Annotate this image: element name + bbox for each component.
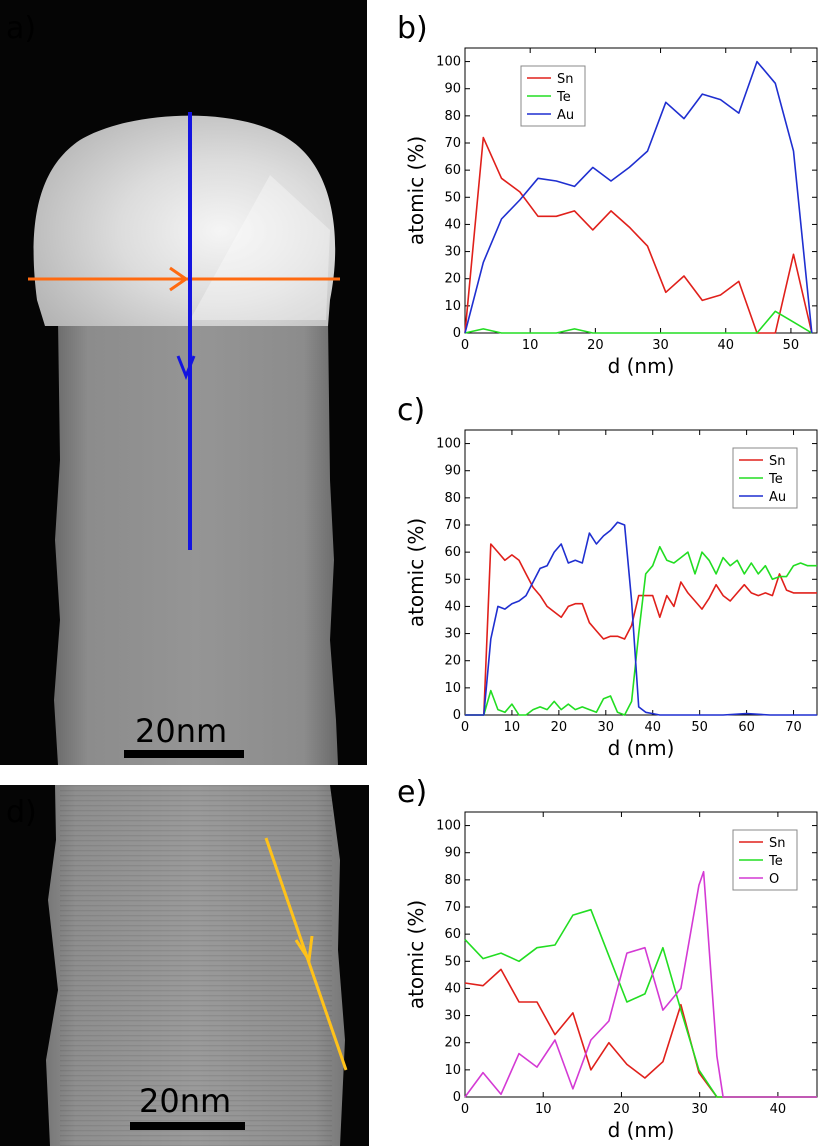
- x-tick-label: 10: [535, 1102, 552, 1117]
- x-tick-label: 60: [738, 720, 755, 735]
- y-tick-label: 10: [444, 299, 461, 314]
- y-tick-label: 0: [453, 326, 461, 341]
- legend-label-au: Au: [769, 490, 786, 505]
- y-tick-label: 0: [453, 1090, 461, 1105]
- scale-bar-label-a: 20nm: [135, 712, 227, 750]
- legend-label-sn: Sn: [769, 836, 786, 851]
- x-tick-label: 10: [504, 720, 521, 735]
- x-tick-label: 40: [644, 720, 661, 735]
- lattice-fringes: [60, 785, 332, 1146]
- panel-label-c: c): [397, 393, 425, 428]
- y-axis-label: atomic (%): [404, 900, 428, 1009]
- y-tick-label: 20: [444, 272, 461, 287]
- y-tick-label: 40: [444, 981, 461, 996]
- chart-e: e) 0 10 20 30 40 50 60 70 80 90 100 0 10 20 30 40 d (nm) a…: [397, 775, 818, 1142]
- y-tick-label: 30: [444, 627, 461, 642]
- y-tick-label: 80: [444, 491, 461, 506]
- x-tick-label: 0: [461, 1102, 469, 1117]
- y-tick-label: 100: [436, 55, 461, 70]
- scan-arrow-orange: [169, 266, 189, 292]
- x-tick-label: 40: [717, 338, 734, 353]
- cap-facet: [190, 175, 330, 320]
- x-tick-label: 70: [785, 720, 802, 735]
- legend-label-te: Te: [768, 854, 783, 869]
- panel-label-e: e): [397, 775, 427, 810]
- y-tick-label: 60: [444, 545, 461, 560]
- y-tick-label: 50: [444, 954, 461, 969]
- series-line-au: [464, 60, 813, 334]
- x-tick-label: 40: [770, 1102, 787, 1117]
- y-tick-label: 60: [444, 163, 461, 178]
- y-axis-label: atomic (%): [404, 136, 428, 245]
- x-tick-label: 0: [461, 720, 469, 735]
- y-tick-label: 20: [444, 654, 461, 669]
- legend-label-te: Te: [556, 90, 571, 105]
- series-line-te: [465, 545, 817, 716]
- scale-bar-d: [130, 1122, 245, 1130]
- panel-label-b: b): [397, 11, 428, 46]
- y-tick-label: 30: [444, 245, 461, 260]
- series-line-sn: [465, 543, 817, 716]
- x-tick-label: 20: [551, 720, 568, 735]
- x-tick-label: 30: [652, 338, 669, 353]
- y-tick-label: 10: [444, 1063, 461, 1078]
- series-line-au: [465, 521, 817, 716]
- legend-label-o: O: [769, 872, 779, 887]
- scale-bar-a: [124, 750, 244, 758]
- chart-b: b) 0 10 20 30 40 50 60 70 80 90 100 0 10 20 30 40 50 d (nm…: [397, 11, 818, 378]
- x-tick-label: 10: [522, 338, 539, 353]
- au-catalyst-cap: [33, 115, 336, 326]
- x-axis-label: d (nm): [608, 1118, 675, 1142]
- x-tick-label: 0: [461, 338, 469, 353]
- y-tick-label: 90: [444, 846, 461, 861]
- y-tick-label: 80: [444, 109, 461, 124]
- series-line-o: [464, 870, 817, 1098]
- y-tick-label: 70: [444, 900, 461, 915]
- y-tick-label: 50: [444, 572, 461, 587]
- y-tick-label: 90: [444, 82, 461, 97]
- panel-label-a: a): [6, 11, 36, 46]
- y-tick-label: 100: [436, 437, 461, 452]
- y-tick-label: 30: [444, 1009, 461, 1024]
- y-tick-label: 20: [444, 1036, 461, 1051]
- legend-label-sn: Sn: [557, 72, 574, 87]
- y-tick-label: 0: [453, 708, 461, 723]
- micrograph-a: 20nm: [0, 0, 367, 765]
- y-axis-label: atomic (%): [404, 518, 428, 627]
- x-axis-label: d (nm): [608, 736, 675, 760]
- micrograph-d: 20nm: [0, 785, 369, 1146]
- scan-arrow-blue: [176, 355, 196, 381]
- legend-label-au: Au: [557, 108, 574, 123]
- x-tick-label: 20: [587, 338, 604, 353]
- y-tick-label: 10: [444, 681, 461, 696]
- legend-label-sn: Sn: [769, 454, 786, 469]
- legend-label-te: Te: [768, 472, 783, 487]
- y-tick-label: 90: [444, 464, 461, 479]
- scan-arrow-yellow: [294, 935, 314, 965]
- chart-c: c) 0 10 20 30 40 50 60 70 80 90 100 0 10 20 30 40 50 60 70 d…: [397, 393, 818, 760]
- y-tick-label: 40: [444, 599, 461, 614]
- y-tick-label: 50: [444, 190, 461, 205]
- x-tick-label: 50: [691, 720, 708, 735]
- x-tick-label: 20: [613, 1102, 630, 1117]
- panel-label-d: d): [6, 795, 37, 830]
- y-tick-label: 70: [444, 518, 461, 533]
- y-tick-label: 100: [436, 819, 461, 834]
- series-line-te: [464, 310, 813, 334]
- nanowire-body: [54, 320, 338, 765]
- x-axis-label: d (nm): [608, 354, 675, 378]
- y-tick-label: 70: [444, 136, 461, 151]
- x-tick-label: 30: [598, 720, 615, 735]
- y-tick-label: 80: [444, 873, 461, 888]
- y-tick-label: 60: [444, 927, 461, 942]
- x-tick-label: 30: [691, 1102, 708, 1117]
- scale-bar-label-d: 20nm: [139, 1082, 231, 1120]
- x-tick-label: 50: [783, 338, 800, 353]
- y-tick-label: 40: [444, 217, 461, 232]
